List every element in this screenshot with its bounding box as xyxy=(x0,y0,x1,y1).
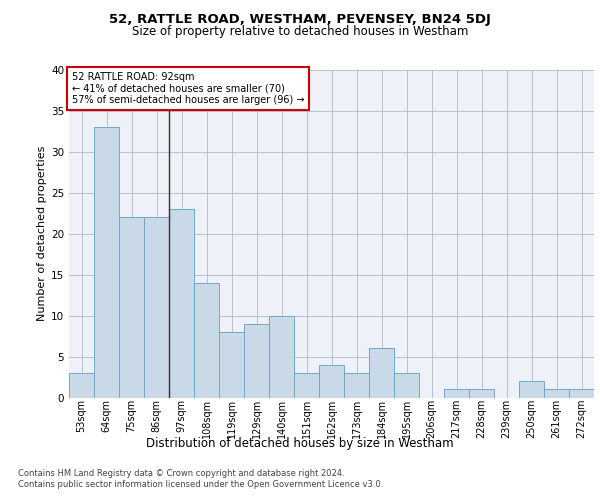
Y-axis label: Number of detached properties: Number of detached properties xyxy=(37,146,47,322)
Text: 52 RATTLE ROAD: 92sqm
← 41% of detached houses are smaller (70)
57% of semi-deta: 52 RATTLE ROAD: 92sqm ← 41% of detached … xyxy=(71,72,304,105)
Bar xyxy=(219,332,244,398)
Text: Contains public sector information licensed under the Open Government Licence v3: Contains public sector information licen… xyxy=(18,480,383,489)
Bar xyxy=(69,373,94,398)
Text: Size of property relative to detached houses in Westham: Size of property relative to detached ho… xyxy=(132,25,468,38)
Bar xyxy=(244,324,269,398)
Bar xyxy=(569,390,594,398)
Bar xyxy=(319,365,344,398)
Bar xyxy=(294,373,319,398)
Bar xyxy=(394,373,419,398)
Bar xyxy=(119,218,144,398)
Bar xyxy=(169,209,194,398)
Text: Distribution of detached houses by size in Westham: Distribution of detached houses by size … xyxy=(146,438,454,450)
Text: 52, RATTLE ROAD, WESTHAM, PEVENSEY, BN24 5DJ: 52, RATTLE ROAD, WESTHAM, PEVENSEY, BN24… xyxy=(109,12,491,26)
Bar xyxy=(444,390,469,398)
Bar xyxy=(144,218,169,398)
Text: Contains HM Land Registry data © Crown copyright and database right 2024.: Contains HM Land Registry data © Crown c… xyxy=(18,469,344,478)
Bar xyxy=(519,381,544,398)
Bar xyxy=(469,390,494,398)
Bar xyxy=(269,316,294,398)
Bar xyxy=(369,348,394,398)
Bar xyxy=(94,128,119,398)
Bar xyxy=(194,283,219,398)
Bar xyxy=(544,390,569,398)
Bar xyxy=(344,373,369,398)
